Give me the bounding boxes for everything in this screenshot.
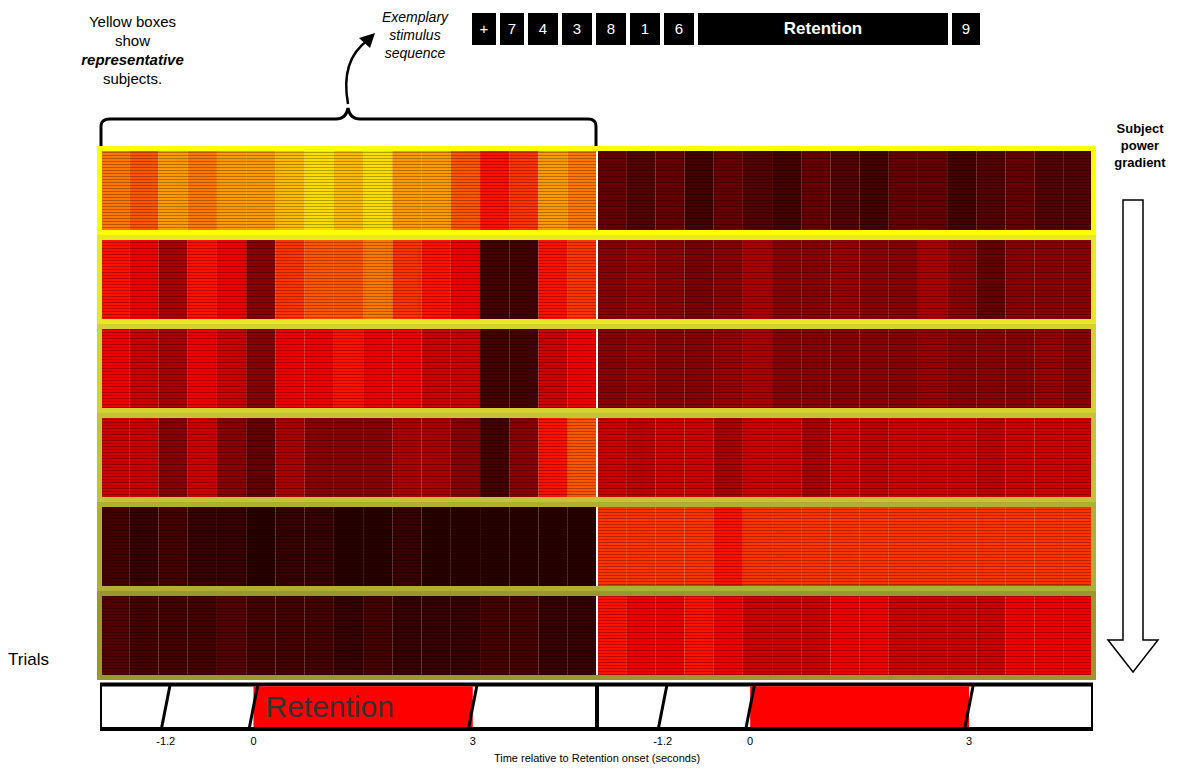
html-text:8: 8 (606, 20, 616, 37)
html-text:1: 1 (640, 20, 650, 37)
html-text:9: 9 (961, 20, 971, 37)
html-text:3: 3 (572, 20, 582, 37)
html-text:Yellow boxes show: Yellow boxes show (89, 13, 176, 49)
html-text:Trials: Trials (8, 650, 49, 669)
svg-text:0: 0 (747, 735, 753, 747)
html-text:representative: representative (81, 51, 184, 68)
html-text:6: 6 (674, 20, 684, 37)
svg-text:3: 3 (966, 735, 972, 747)
svg-text:0: 0 (250, 735, 256, 747)
html-text:Subject power gradient: Subject power gradient (1114, 121, 1166, 170)
svg-text:Retention: Retention (265, 690, 393, 723)
html-text:4: 4 (538, 20, 548, 37)
html-text:Retention: Retention (783, 19, 863, 38)
svg-text:-1.2: -1.2 (156, 735, 175, 747)
svg-text:-1.2: -1.2 (653, 735, 672, 747)
svg-text:3: 3 (470, 735, 476, 747)
html-text:Time relative to Retention ons: Time relative to Retention onset (second… (493, 752, 701, 764)
html-text:subjects.: subjects. (102, 70, 163, 87)
html-text:7: 7 (507, 20, 517, 37)
html-text:Exemplary stimulus sequence: Exemplary stimulus sequence (381, 9, 449, 61)
